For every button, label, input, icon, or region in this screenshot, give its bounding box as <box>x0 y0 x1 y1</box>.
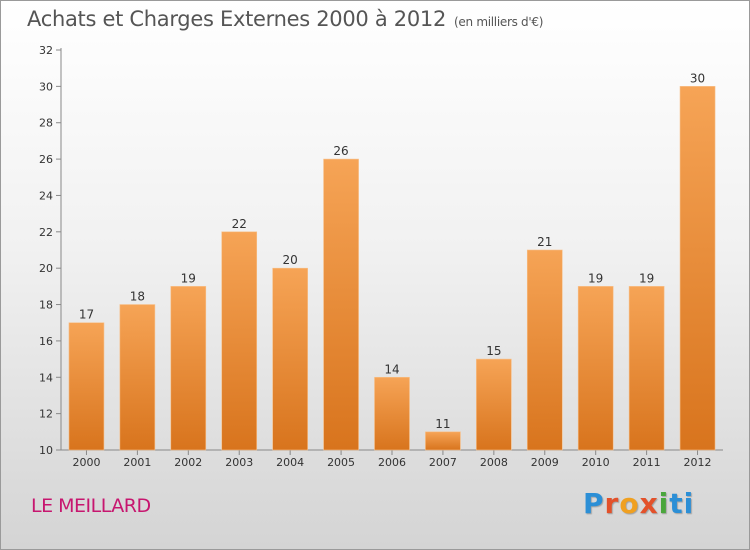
x-tick-label: 2009 <box>531 456 559 469</box>
bar <box>628 286 665 451</box>
chart-title: Achats et Charges Externes 2000 à 2012 (e… <box>27 7 543 31</box>
x-tick-label: 2003 <box>225 456 253 469</box>
x-tick-label: 2011 <box>633 456 661 469</box>
bar-value-label: 18 <box>130 290 145 304</box>
y-tick-label: 26 <box>39 153 53 166</box>
bar-value-label: 26 <box>333 144 348 158</box>
y-tick-label: 10 <box>39 444 53 457</box>
bar-value-label: 15 <box>486 344 501 358</box>
bar <box>374 376 410 451</box>
y-tick-label: 32 <box>39 44 53 57</box>
y-tick-label: 20 <box>39 262 53 275</box>
bar-value-label: 19 <box>588 271 603 285</box>
chart-labels: 10 12 14 16 18 20 22 24 26 28 30 32 17 2000 18 2001 19 20… <box>39 44 712 469</box>
proxiti-logo: Proxiti <box>583 487 695 520</box>
bar-value-label: 19 <box>639 271 654 285</box>
x-tick-label: 2006 <box>378 456 406 469</box>
bar <box>577 286 614 451</box>
x-tick-label: 2002 <box>174 456 202 469</box>
bar <box>526 249 563 451</box>
x-tick-label: 2010 <box>582 456 610 469</box>
x-tick-label: 2007 <box>429 456 457 469</box>
x-tick-label: 2004 <box>276 456 304 469</box>
bar <box>68 322 105 451</box>
bar <box>679 86 716 451</box>
y-tick-label: 28 <box>39 117 53 130</box>
bar <box>425 431 461 451</box>
bar <box>221 231 258 451</box>
y-tick-label: 18 <box>39 299 53 312</box>
bar-value-label: 20 <box>283 253 298 267</box>
bar-value-label: 21 <box>537 235 552 249</box>
x-tick-label: 2000 <box>72 456 100 469</box>
chart-title-text: Achats et Charges Externes 2000 à 2012 <box>27 7 447 31</box>
bar-value-label: 19 <box>181 271 196 285</box>
bar-value-label: 14 <box>384 362 399 376</box>
x-tick-label: 2001 <box>123 456 151 469</box>
y-tick-label: 24 <box>39 189 53 202</box>
bar <box>170 286 207 451</box>
bar-value-label: 22 <box>232 217 247 231</box>
y-tick-label: 14 <box>39 371 53 384</box>
chart-bars <box>68 86 716 451</box>
chart-subtitle: (en milliers d'€) <box>454 15 544 29</box>
bar-value-label: 17 <box>79 308 94 322</box>
bar <box>272 267 308 451</box>
bar <box>323 158 359 451</box>
bar <box>119 304 156 451</box>
x-tick-label: 2005 <box>327 456 355 469</box>
y-tick-label: 30 <box>39 80 53 93</box>
y-tick-label: 12 <box>39 408 53 421</box>
bar-value-label: 30 <box>690 71 705 85</box>
bar <box>476 358 512 451</box>
y-tick-label: 16 <box>39 335 53 348</box>
town-name: LE MEILLARD <box>31 495 151 517</box>
y-tick-label: 22 <box>39 226 53 239</box>
x-tick-label: 2012 <box>684 456 712 469</box>
bar-value-label: 11 <box>435 417 450 431</box>
x-tick-label: 2008 <box>480 456 508 469</box>
